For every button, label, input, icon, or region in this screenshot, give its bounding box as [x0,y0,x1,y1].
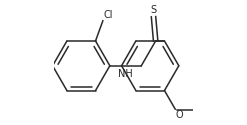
Text: O: O [176,110,184,120]
Text: Cl: Cl [103,10,113,20]
Text: NH: NH [118,69,133,79]
Text: S: S [150,5,157,15]
